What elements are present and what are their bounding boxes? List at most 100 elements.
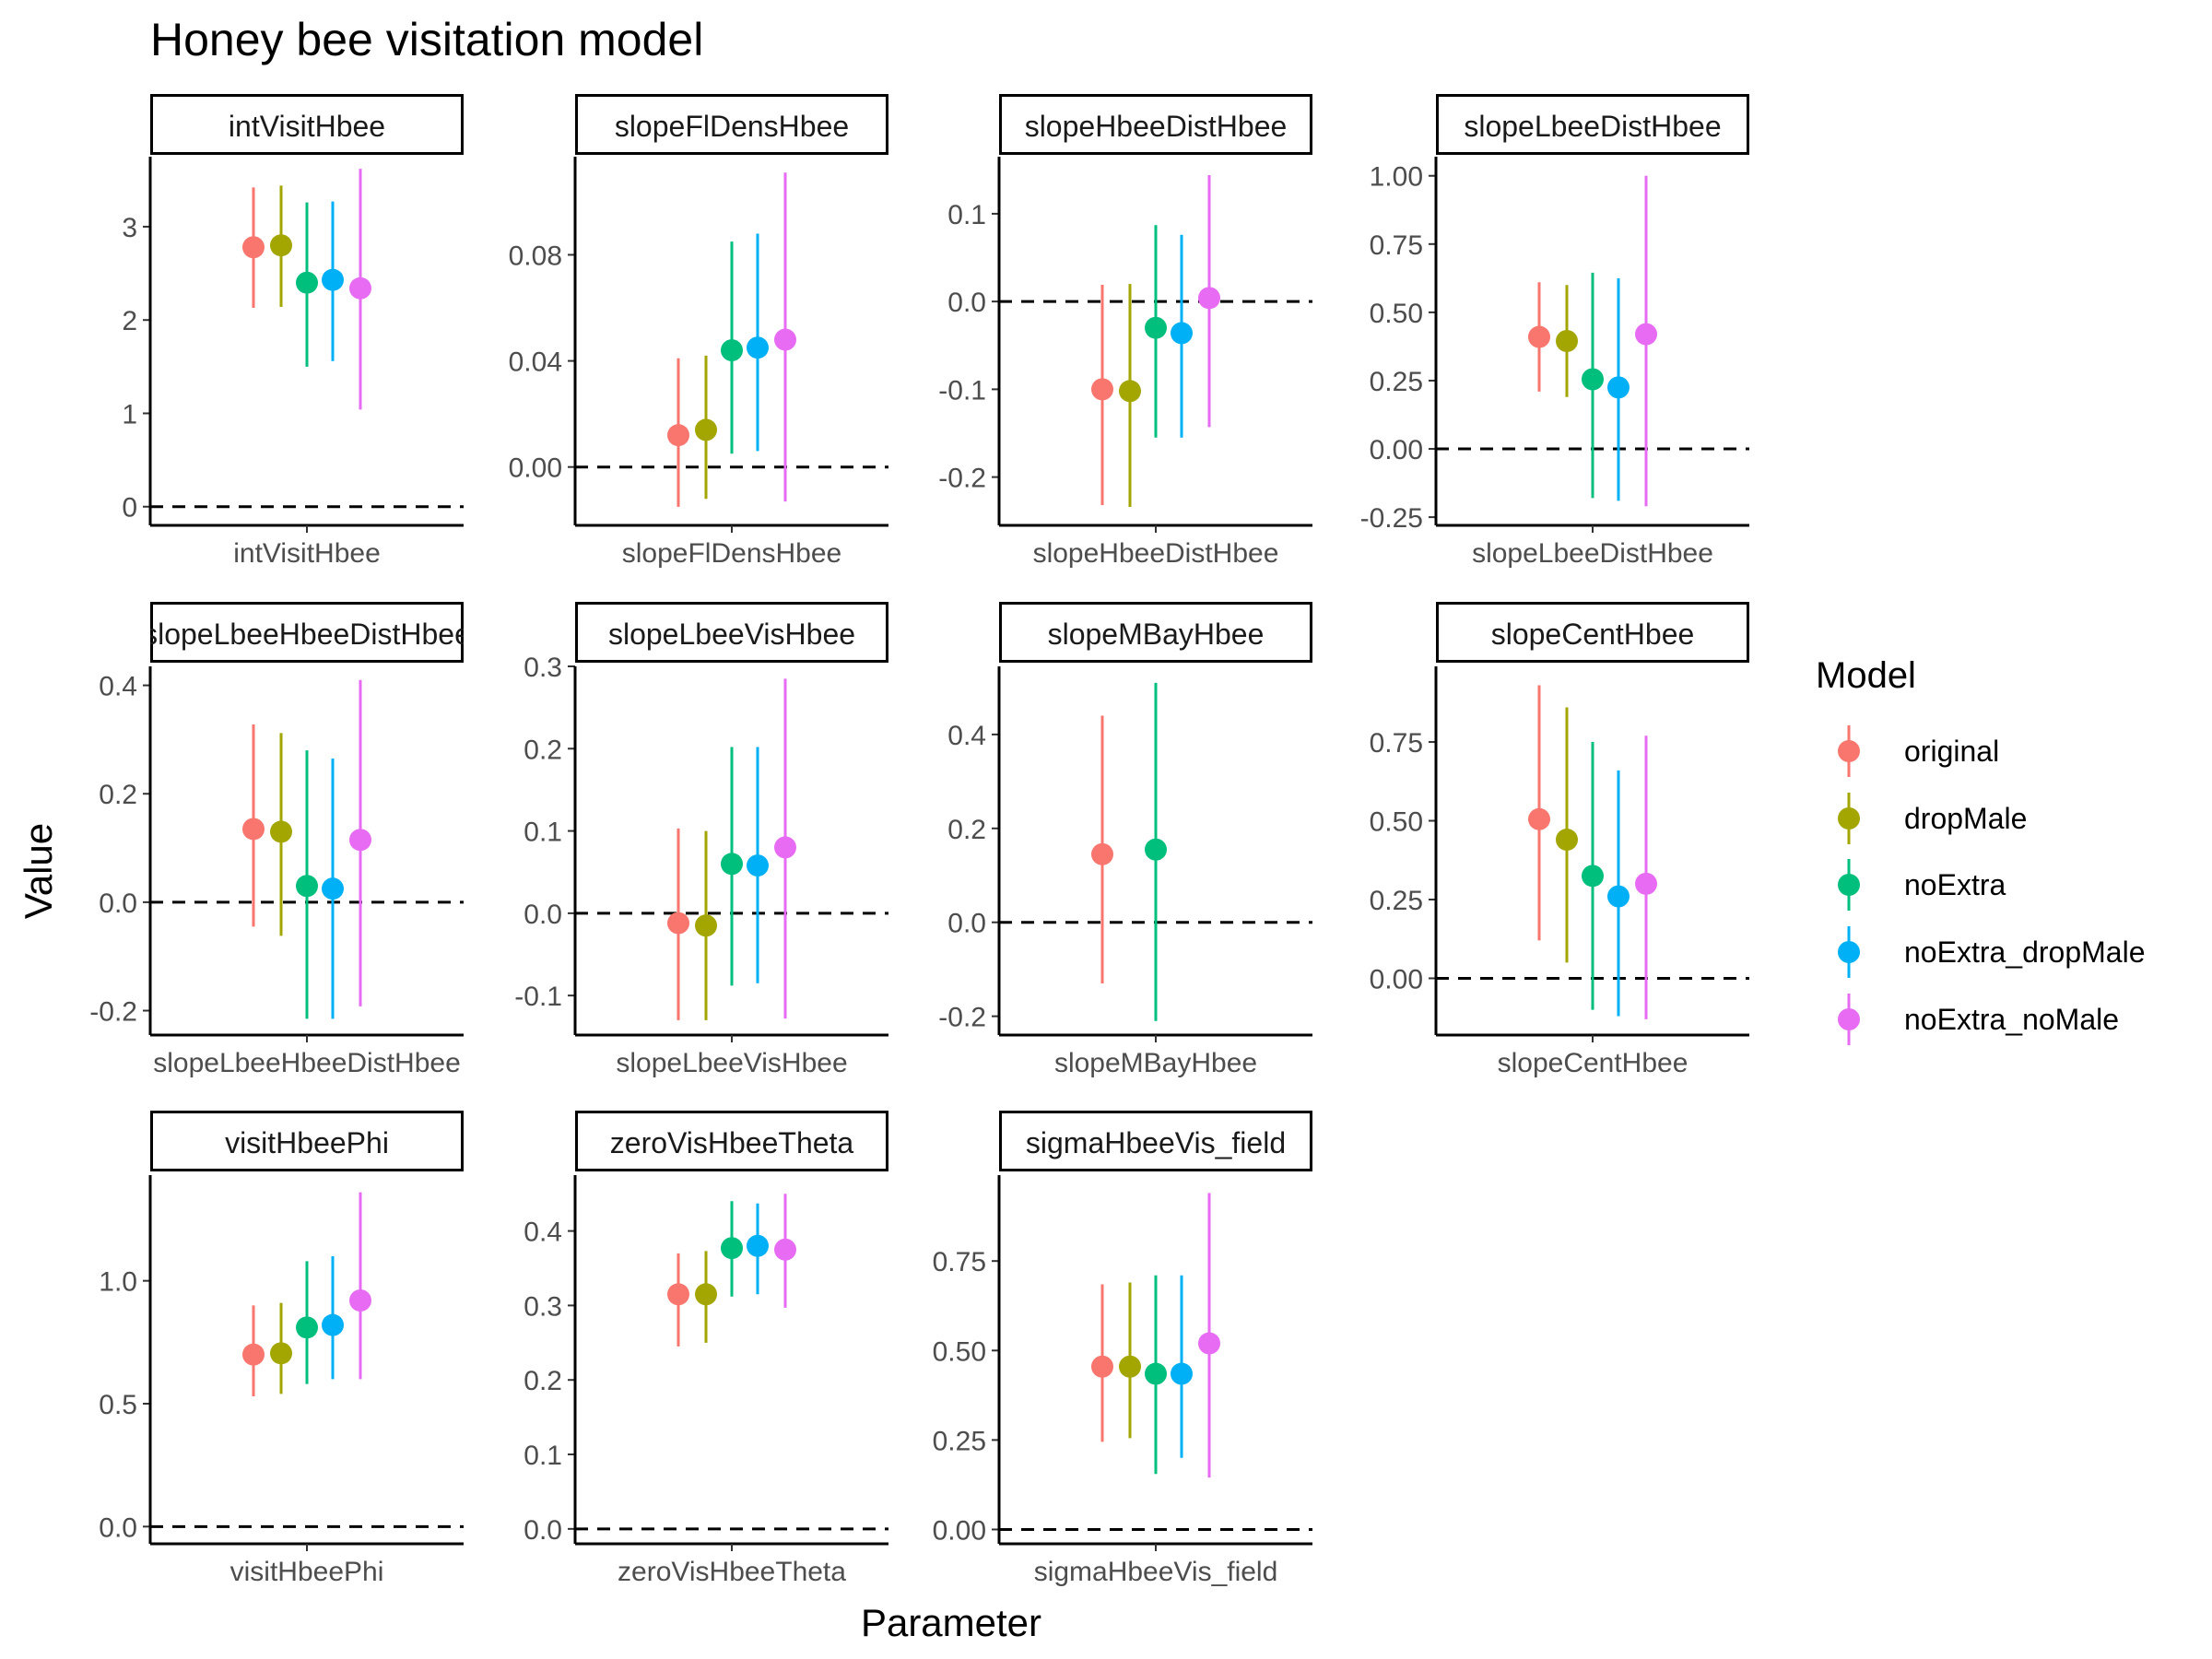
panel-zeroVisHbeeTheta: zeroVisHbeeTheta 0.0 0.1 0.2 0.3 0.4 zeroVisHb… — [524, 1111, 888, 1587]
y-tick-label: -0.2 — [89, 997, 137, 1028]
y-tick-label: 0.08 — [509, 241, 562, 271]
x-tick-label: slopeFlDensHbee — [622, 538, 841, 569]
y-tick-label: 0.00 — [509, 453, 562, 484]
point-original — [1091, 842, 1113, 865]
strip-label: visitHbeePhi — [225, 1126, 389, 1159]
y-tick-label: 0.75 — [1370, 728, 1423, 759]
x-tick-label: visitHbeePhi — [230, 1557, 384, 1587]
y-tick-label: -0.1 — [514, 982, 562, 1012]
y-tick-label: 0.50 — [1370, 807, 1423, 838]
point-noExtra_noMale — [349, 1289, 371, 1312]
point-noExtra_noMale — [1198, 287, 1220, 310]
legend-title: Model — [1816, 655, 1916, 696]
point-noExtra — [296, 1316, 318, 1339]
point-noExtra — [296, 875, 318, 898]
strip-label: slopeFlDensHbee — [615, 110, 849, 143]
strip-label: sigmaHbeeVis_field — [1026, 1126, 1286, 1159]
point-noExtra_noMale — [1635, 323, 1657, 346]
point-noExtra_dropMale — [322, 1313, 344, 1336]
strip-box — [575, 94, 888, 155]
legend-label: noExtra — [1904, 868, 2006, 901]
point-noExtra — [1145, 316, 1167, 339]
point-noExtra_noMale — [1635, 872, 1657, 895]
y-tick-label: 0.04 — [509, 347, 562, 378]
y-tick-label: 0.0 — [99, 1512, 137, 1543]
y-tick-label: 0.4 — [947, 721, 986, 751]
y-tick-label: 0 — [122, 493, 137, 524]
y-tick-label: 0.0 — [99, 888, 137, 919]
y-tick-label: 0.4 — [524, 1218, 562, 1248]
y-tick-label: 0.2 — [524, 735, 562, 765]
legend-key-point — [1838, 874, 1860, 896]
panel-slopeLbeeDistHbee: slopeLbeeDistHbee -0.25 0.00 0.25 0.50 0.75 1.… — [1360, 94, 1749, 569]
y-tick-label: 0.25 — [933, 1426, 986, 1456]
point-original — [1091, 378, 1113, 401]
panel-intVisitHbee: intVisitHbee 0 1 2 3 intVisitHbee — [122, 94, 464, 569]
y-tick-label: -0.2 — [938, 1003, 986, 1033]
point-noExtra — [1145, 838, 1167, 861]
point-noExtra_dropMale — [1607, 885, 1630, 908]
y-tick-label: 0.25 — [1370, 367, 1423, 397]
point-dropMale — [270, 820, 292, 843]
point-original — [1091, 1355, 1113, 1378]
strip-box — [1436, 602, 1749, 663]
y-tick-label: 0.0 — [947, 288, 986, 318]
y-tick-label: 1 — [122, 399, 137, 429]
y-tick-label: 0.2 — [947, 815, 986, 845]
strip-box — [999, 94, 1312, 155]
strip-label: slopeLbeeVisHbee — [608, 618, 855, 651]
point-noExtra_noMale — [774, 328, 796, 351]
y-tick-label: 2 — [122, 306, 137, 336]
x-tick-label: slopeHbeeDistHbee — [1033, 538, 1279, 569]
legend-label: noExtra_noMale — [1904, 1003, 2119, 1036]
point-noExtra — [1145, 1362, 1167, 1385]
x-tick-label: slopeLbeeVisHbee — [616, 1048, 847, 1078]
strip-label: slopeMBayHbee — [1048, 618, 1265, 651]
strip-box — [150, 94, 464, 155]
strip-box — [575, 602, 888, 663]
point-noExtra_dropMale — [747, 854, 769, 877]
y-tick-label: 0.2 — [99, 780, 137, 810]
point-original — [1528, 325, 1550, 348]
panel-slopeCentHbee: slopeCentHbee 0.00 0.25 0.50 0.75 slopeCentHb… — [1370, 602, 1749, 1078]
point-dropMale — [695, 1283, 717, 1306]
point-noExtra — [1582, 865, 1604, 888]
y-tick-label: 3 — [122, 213, 137, 243]
x-tick-label: intVisitHbee — [233, 538, 381, 569]
x-tick-label: slopeLbeeHbeeDistHbee — [153, 1048, 461, 1078]
strip-box — [1436, 94, 1749, 155]
panel-slopeHbeeDistHbee: slopeHbeeDistHbee -0.2 -0.1 0.0 0.1 slopeHbee… — [938, 94, 1312, 569]
y-tick-label: -0.2 — [938, 464, 986, 494]
point-noExtra — [721, 1237, 743, 1260]
y-tick-label: 1.0 — [99, 1267, 137, 1298]
strip-box — [150, 602, 464, 663]
point-noExtra_noMale — [349, 829, 371, 852]
point-original — [242, 818, 265, 841]
point-noExtra — [721, 853, 743, 876]
legend-item-noExtra: noExtra — [1838, 859, 2006, 911]
legend-key-point — [1838, 740, 1860, 762]
strip-box — [575, 1111, 888, 1171]
point-noExtra_noMale — [774, 1238, 796, 1261]
point-noExtra_dropMale — [322, 268, 344, 291]
strip-label: slopeCentHbee — [1491, 618, 1695, 651]
legend-label: dropMale — [1904, 802, 2027, 835]
y-tick-label: 0.3 — [524, 1291, 562, 1322]
strip-label: slopeLbeeDistHbee — [1464, 110, 1721, 143]
legend-item-original: original — [1838, 725, 1999, 777]
point-noExtra — [296, 271, 318, 294]
y-tick-label: 0.00 — [933, 1515, 986, 1546]
point-noExtra_dropMale — [1171, 1362, 1193, 1385]
point-original — [667, 912, 689, 935]
facet-panels: intVisitHbee 0 1 2 3 intVisitHbee slopeFlDensH… — [89, 94, 1749, 1587]
legend-key-point — [1838, 807, 1860, 830]
point-noExtra_noMale — [1198, 1332, 1220, 1355]
panel-slopeMBayHbee: slopeMBayHbee -0.2 0.0 0.2 0.4 slopeMBayHbee — [938, 602, 1312, 1078]
y-tick-label: 0.50 — [933, 1336, 986, 1367]
panel-slopeLbeeHbeeDistHbee: slopeLbeeHbeeDistHbee-0.20.00.20.4slopeL… — [89, 602, 464, 1078]
y-tick-label: 0.1 — [947, 200, 986, 230]
y-tick-label: 0.2 — [524, 1366, 562, 1396]
point-original — [242, 1343, 265, 1366]
legend-item-dropMale: dropMale — [1838, 793, 2027, 844]
